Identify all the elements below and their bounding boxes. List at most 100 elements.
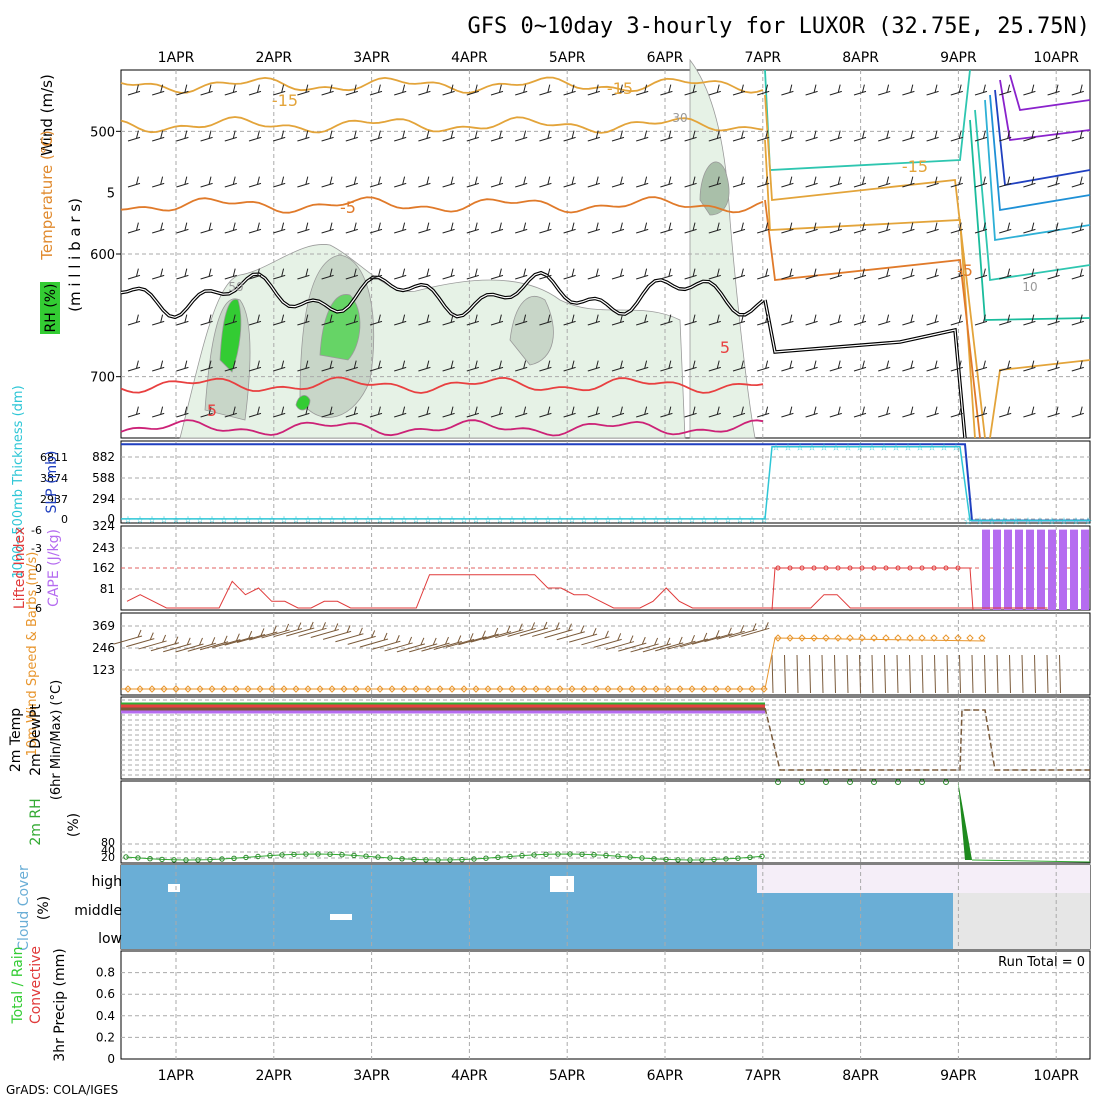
- rh-marker: [555, 851, 561, 857]
- upper-barb: [248, 314, 262, 326]
- upper-barb: [853, 268, 867, 280]
- thickness-marker: ☆: [496, 515, 505, 526]
- thickness-marker: ☆: [448, 515, 457, 526]
- wind-barb: [298, 622, 327, 637]
- rh-marker: [435, 857, 441, 863]
- wind-marker-late: [906, 634, 914, 642]
- cape-bar-2: [1004, 529, 1012, 610]
- upper-barb: [611, 222, 625, 234]
- upper-barb: [805, 176, 818, 188]
- upper-barb: [611, 84, 625, 96]
- upper-barb: [853, 314, 867, 326]
- rh-marker: [399, 856, 405, 862]
- upper-barb: [394, 222, 407, 234]
- wind-barb: [359, 632, 389, 648]
- temperature-label: Temperature (°C): [38, 130, 56, 260]
- bottom-date-axis: 1APR 2APR 3APR 4APR 5APR 6APR 7APR 8APR 9APR 10AP…: [158, 1068, 1080, 1084]
- contour-plus5: [120, 376, 764, 394]
- wind-barb: [433, 635, 462, 650]
- thickness-marker: ☆: [232, 515, 241, 526]
- upper-barb: [1071, 84, 1084, 96]
- rh2m-unit: (%): [66, 813, 82, 837]
- upper-barb: [321, 360, 334, 372]
- thickness-marker: ☆: [724, 515, 733, 526]
- wind-barb: [593, 633, 622, 648]
- upper-barb: [369, 360, 383, 372]
- precip-conv-label: Convective: [28, 946, 44, 1024]
- wind-tick-2: 123: [92, 663, 115, 677]
- cape-bar-3: [1015, 529, 1023, 610]
- upper-barb: [176, 176, 189, 188]
- thickness-marker: ☆: [304, 515, 313, 526]
- upper-barb: [1047, 406, 1060, 418]
- upper-barb: [974, 360, 988, 372]
- wind-barb-late: [834, 654, 836, 694]
- thickness-marker: ☆: [568, 515, 577, 526]
- bottom-date-4APR: 4APR: [451, 1068, 488, 1084]
- upper-barb: [684, 130, 697, 142]
- upper-barb: [1047, 130, 1060, 142]
- top-date-8APR: 8APR: [842, 50, 879, 66]
- cape-bar-4: [1026, 529, 1034, 610]
- upper-barb: [200, 130, 213, 142]
- thickness-marker: ☆: [784, 443, 793, 454]
- wind-barb-late: [884, 654, 886, 694]
- upper-barb: [152, 360, 165, 372]
- thickness-marker: ☆: [616, 515, 625, 526]
- li-marker: [955, 565, 961, 571]
- upper-barb: [853, 406, 867, 418]
- thickness-marker: ☆: [868, 443, 877, 454]
- upper-barb: [732, 130, 746, 142]
- upper-barb: [611, 360, 625, 372]
- rh-marker: [279, 852, 285, 858]
- thickness-marker: ☆: [388, 515, 397, 526]
- wind-barb: [691, 630, 721, 645]
- upper-barb: [1071, 176, 1084, 188]
- upper-barb: [902, 84, 915, 96]
- upper-barb: [321, 268, 334, 280]
- cape-label: CAPE (J/kg): [46, 529, 62, 607]
- temp-late: [764, 707, 1090, 771]
- wind-barb: [458, 630, 487, 646]
- contour-minus15-a: [120, 76, 764, 94]
- upper-barb: [466, 406, 479, 418]
- rh-marker: [351, 852, 357, 859]
- upper-barb: [176, 130, 189, 142]
- wind-barb: [605, 635, 635, 651]
- wind-marker-late: [882, 634, 890, 642]
- top-date-3APR: 3APR: [353, 50, 390, 66]
- upper-barb: [974, 176, 988, 188]
- upper-barb: [805, 360, 818, 372]
- upper-barb: [152, 84, 165, 96]
- upper-barb: [660, 84, 673, 96]
- wind-marker: [196, 685, 204, 693]
- contour-label-7: 30: [672, 111, 687, 125]
- thickness-marker: ☆: [808, 443, 817, 454]
- upper-barb: [950, 130, 963, 142]
- upper-barb: [684, 222, 697, 234]
- upper-barb: [805, 268, 818, 280]
- upper-barb: [563, 406, 576, 418]
- upper-barb: [999, 84, 1012, 96]
- thickness-marker: ☆: [688, 515, 697, 526]
- wind-barb-late: [846, 654, 849, 694]
- wind-barb-late: [996, 654, 999, 694]
- upper-barb: [708, 176, 721, 188]
- bottom-date-5APR: 5APR: [549, 1068, 586, 1084]
- upper-barb: [708, 222, 721, 234]
- upper-barb: [587, 268, 600, 280]
- rh-label-box: [40, 282, 60, 334]
- upper-barb: [1023, 314, 1036, 326]
- contour-label-4: -5: [957, 261, 973, 280]
- rh-top-marker: [871, 779, 877, 785]
- wind-marker: [700, 685, 708, 693]
- upper-barb: [829, 84, 842, 96]
- upper-barb: [684, 84, 697, 96]
- upper-barb: [369, 314, 383, 326]
- upper-barb: [297, 176, 310, 188]
- upper-barb: [321, 130, 334, 142]
- upper-barb: [781, 360, 794, 372]
- wind-marker: [472, 685, 480, 693]
- rh-marker: [567, 851, 573, 857]
- wind-barb-late: [821, 654, 824, 694]
